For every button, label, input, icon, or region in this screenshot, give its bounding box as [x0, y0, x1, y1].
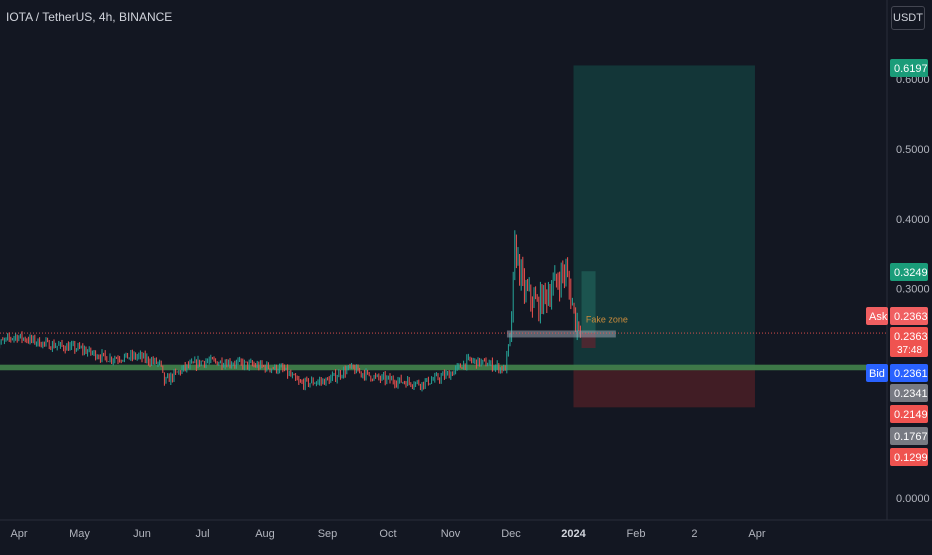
fake-zone [506, 330, 616, 338]
price-label: 0.1299 [894, 452, 928, 464]
target-zone [573, 65, 755, 367]
price-label-box [890, 384, 928, 402]
price-tag-box [866, 307, 888, 325]
price-label: 0.2341 [894, 388, 928, 400]
price-label-box [890, 427, 928, 445]
price-label: 0.2363 [894, 331, 928, 343]
price-label-box [890, 327, 928, 357]
y-tick-label: 0.4000 [896, 214, 930, 226]
currency-button[interactable]: USDT [891, 6, 925, 30]
x-tick-label: Apr [748, 528, 765, 540]
x-tick-label: Sep [318, 528, 338, 540]
y-tick-label: 0.6000 [896, 74, 930, 86]
price-tag-box [866, 364, 888, 382]
x-tick-label: Dec [501, 528, 521, 540]
price-label: 0.1767 [894, 431, 928, 443]
support-zone [0, 364, 887, 371]
price-label: 0.2361 [894, 368, 928, 380]
x-tick-label: 2 [691, 528, 697, 540]
x-tick-label: Feb [627, 528, 646, 540]
y-tick-label: 0.5000 [896, 144, 930, 156]
stop-zone [573, 366, 755, 408]
x-tick-label: Oct [379, 528, 396, 540]
x-tick-label: Jul [195, 528, 209, 540]
x-tick-label: Nov [441, 528, 461, 540]
y-tick-label: 0.3000 [896, 284, 930, 296]
price-label-box [890, 307, 928, 325]
x-tick-label: 2024 [561, 528, 586, 540]
fake-zone-label: Fake zone [586, 314, 628, 324]
price-tag: Bid [869, 368, 885, 380]
chart-title: IOTA / TetherUS, 4h, BINANCE [6, 10, 173, 24]
price-label: 0.2149 [894, 409, 928, 421]
small-target-zone [581, 271, 596, 334]
x-tick-label: Jun [133, 528, 151, 540]
price-label: 0.2363 [894, 311, 928, 323]
y-tick-label: 0.0000 [896, 493, 930, 505]
x-tick-label: Aug [255, 528, 275, 540]
price-label-box [890, 405, 928, 423]
price-tag: Ask [869, 311, 888, 323]
price-label-box [890, 59, 928, 77]
price-label: 0.6197 [894, 63, 928, 75]
countdown-label: 37:48 [897, 345, 922, 356]
x-tick-label: Apr [10, 528, 27, 540]
price-label-box [890, 448, 928, 466]
x-tick-label: May [69, 528, 90, 540]
price-label-box [890, 263, 928, 281]
price-label: 0.3249 [894, 267, 928, 279]
price-label-box [890, 364, 928, 382]
